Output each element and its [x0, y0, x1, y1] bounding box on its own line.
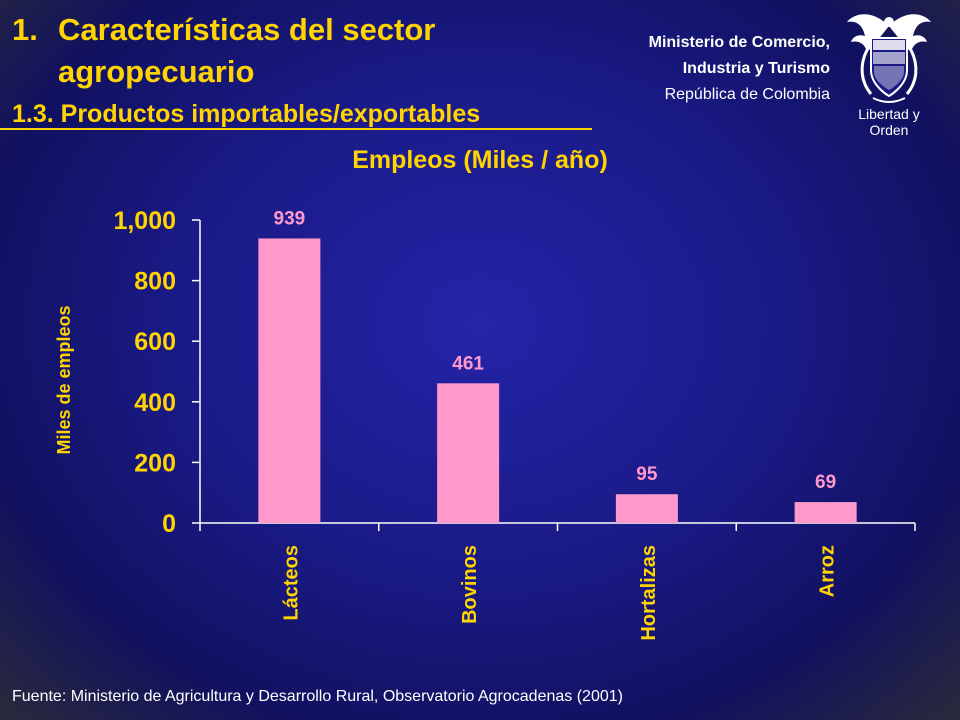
bar: [615, 494, 678, 523]
ministry-block: Ministerio de Comercio, Industria y Turi…: [649, 30, 830, 108]
source-note: Fuente: Ministerio de Agricultura y Desa…: [12, 688, 623, 705]
y-tick-label: 400: [134, 389, 176, 417]
data-label: 461: [452, 353, 484, 374]
coat-of-arms-icon: [847, 14, 931, 103]
bar: [437, 383, 500, 523]
bar: [258, 238, 321, 523]
y-tick-label: 200: [134, 449, 176, 477]
slide-title: 1. Características del sector: [12, 10, 435, 50]
category-label: Bovinos: [459, 545, 481, 624]
category-label: Arroz: [817, 545, 839, 597]
crest-motto: Libertad y Orden: [858, 106, 920, 138]
y-tick-label: 800: [134, 268, 176, 296]
title-line-2: agropecuario: [58, 54, 255, 89]
chart-title: Empleos (Miles / año): [352, 146, 608, 174]
category-label: Hortalizas: [638, 545, 660, 641]
data-label: 69: [815, 472, 836, 493]
category-label: Lácteos: [280, 545, 302, 621]
y-tick-label: 600: [134, 328, 176, 356]
bar: [794, 502, 857, 523]
title-line-1: Características del sector: [58, 12, 436, 47]
data-label: 939: [274, 208, 306, 229]
y-axis-label: Miles de empleos: [54, 305, 74, 454]
slide-subtitle: 1.3. Productos importables/exportables: [12, 100, 481, 128]
data-label: 95: [636, 464, 658, 485]
y-tick-label: 0: [162, 510, 176, 538]
ministry-line-2: Industria y Turismo: [682, 60, 830, 77]
subtitle-underline: [0, 128, 592, 130]
title-number: 1.: [12, 12, 38, 47]
ministry-line-3: República de Colombia: [664, 86, 830, 103]
ministry-line-1: Ministerio de Comercio,: [648, 34, 830, 51]
y-tick-label: 1,000: [113, 207, 176, 235]
